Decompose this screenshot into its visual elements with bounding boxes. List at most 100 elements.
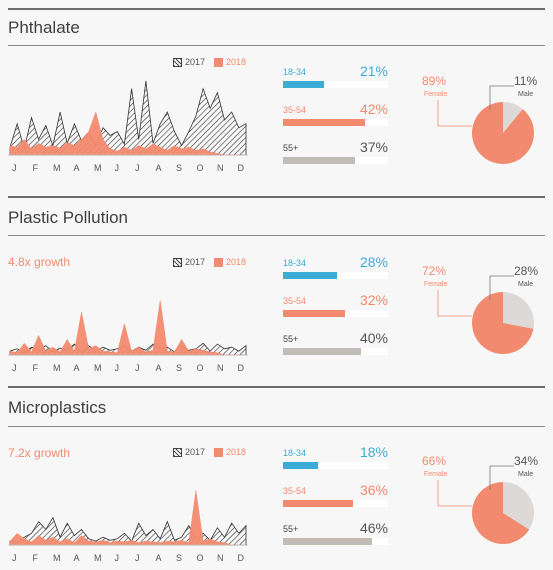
x-tick-label: D (238, 163, 245, 173)
legend-swatch-2018 (214, 257, 224, 267)
x-tick-label: J (12, 163, 17, 173)
legend-label-2017: 2017 (185, 57, 206, 67)
x-tick-label: A (156, 363, 162, 373)
female-percent: 66% (422, 454, 447, 468)
x-tick-label: A (156, 553, 162, 563)
x-tick-label: M (94, 363, 102, 373)
x-tick-label: J (115, 163, 120, 173)
male-label: Male (518, 281, 534, 288)
x-tick-label: F (33, 163, 39, 173)
legend-label-2017: 2017 (185, 257, 206, 267)
gender-pie: 72% Female 28% Male (422, 262, 552, 372)
legend-label-2017: 2017 (185, 447, 206, 457)
age-percent: 32% (359, 292, 388, 308)
age-percent: 18% (359, 444, 388, 460)
female-percent: 89% (422, 74, 447, 88)
age-bar-fill (283, 462, 318, 469)
age-bar-track (283, 157, 388, 164)
age-bar-track (283, 310, 388, 317)
section-title-rule (8, 45, 545, 46)
x-tick-label: A (74, 553, 80, 563)
x-tick-label: O (197, 363, 204, 373)
legend-label-2018: 2018 (226, 257, 247, 267)
male-leader-line (489, 85, 514, 110)
pie-graphic (437, 85, 534, 164)
age-bar-track (283, 500, 388, 507)
age-label: 55+ (283, 524, 299, 534)
legend-label-2018: 2018 (226, 57, 247, 67)
male-percent: 34% (514, 454, 539, 468)
age-percent: 36% (359, 482, 388, 498)
pie-graphic (437, 465, 534, 544)
section-microplastics: Microplastics 7.2x growth 2017 2018 J F M A… (0, 380, 553, 570)
female-label: Female (424, 281, 448, 288)
x-tick-label: S (176, 363, 182, 373)
age-bar-fill (283, 119, 365, 126)
female-leader-line (437, 100, 472, 127)
age-label: 35-54 (283, 486, 307, 496)
age-bar-track (283, 119, 388, 126)
section-title: Microplastics (8, 398, 107, 417)
age-label: 18-34 (283, 448, 307, 458)
x-tick-label: J (135, 553, 140, 563)
age-bar-track (283, 462, 388, 469)
x-tick-label: F (33, 363, 39, 373)
legend-label-2018: 2018 (226, 447, 247, 457)
pie-slice-female (472, 102, 534, 164)
pie-slice-male (503, 482, 534, 530)
section-top-rule (8, 8, 545, 10)
pie-slice-female (472, 482, 530, 544)
growth-label: 7.2x growth (8, 446, 71, 460)
male-leader-line (489, 465, 514, 490)
age-bar-track (283, 348, 388, 355)
age-label: 18-34 (283, 258, 307, 268)
x-tick-label: A (156, 163, 162, 173)
x-tick-label: N (217, 363, 224, 373)
age-percent: 28% (359, 254, 388, 270)
x-tick-label: M (94, 163, 102, 173)
pie-slice-male (503, 102, 523, 133)
female-percent: 72% (422, 264, 447, 278)
legend-swatch-2017 (173, 257, 182, 267)
x-tick-label: A (74, 163, 80, 173)
gender-pie: 89% Female 11% Male (422, 72, 552, 182)
age-percent: 42% (359, 101, 388, 117)
legend-swatch-2017 (173, 57, 182, 67)
age-bar-track (283, 81, 388, 88)
x-tick-label: S (176, 553, 182, 563)
x-tick-label: M (53, 163, 61, 173)
male-percent: 11% (514, 74, 538, 88)
age-percent: 40% (359, 330, 388, 346)
age-bar-fill (283, 272, 338, 279)
pie-slice-female (472, 292, 534, 354)
x-tick-label: D (238, 553, 245, 563)
growth-label: 4.8x growth (8, 255, 71, 269)
x-tick-label: N (217, 163, 224, 173)
x-tick-label: S (176, 163, 182, 173)
male-leader-line (489, 275, 514, 300)
series-2018-area (9, 490, 246, 546)
pie-slice-male (503, 292, 534, 329)
section-plastic-pollution: Plastic Pollution 4.8x growth 2017 2018 … (0, 190, 553, 380)
male-label: Male (518, 471, 534, 478)
age-label: 18-34 (283, 67, 307, 77)
male-label: Male (518, 91, 534, 98)
chart-legend: 2017 2018 (173, 57, 246, 67)
age-bar-fill (283, 348, 361, 355)
age-bar-fill (283, 81, 324, 88)
x-tick-label: J (115, 553, 120, 563)
x-tick-label: O (197, 163, 204, 173)
male-percent: 28% (514, 264, 539, 278)
x-tick-label: J (12, 363, 17, 373)
x-tick-label: J (115, 363, 120, 373)
legend-swatch-2017 (173, 447, 182, 457)
x-tick-label: M (53, 363, 61, 373)
female-label: Female (424, 91, 448, 98)
legend-swatch-2018 (214, 447, 224, 457)
series-2017-area (9, 80, 247, 156)
age-bar-fill (283, 157, 355, 164)
age-bar-fill (283, 538, 373, 545)
age-label: 55+ (283, 334, 299, 344)
age-bar-track (283, 272, 388, 279)
age-label: 35-54 (283, 296, 307, 306)
